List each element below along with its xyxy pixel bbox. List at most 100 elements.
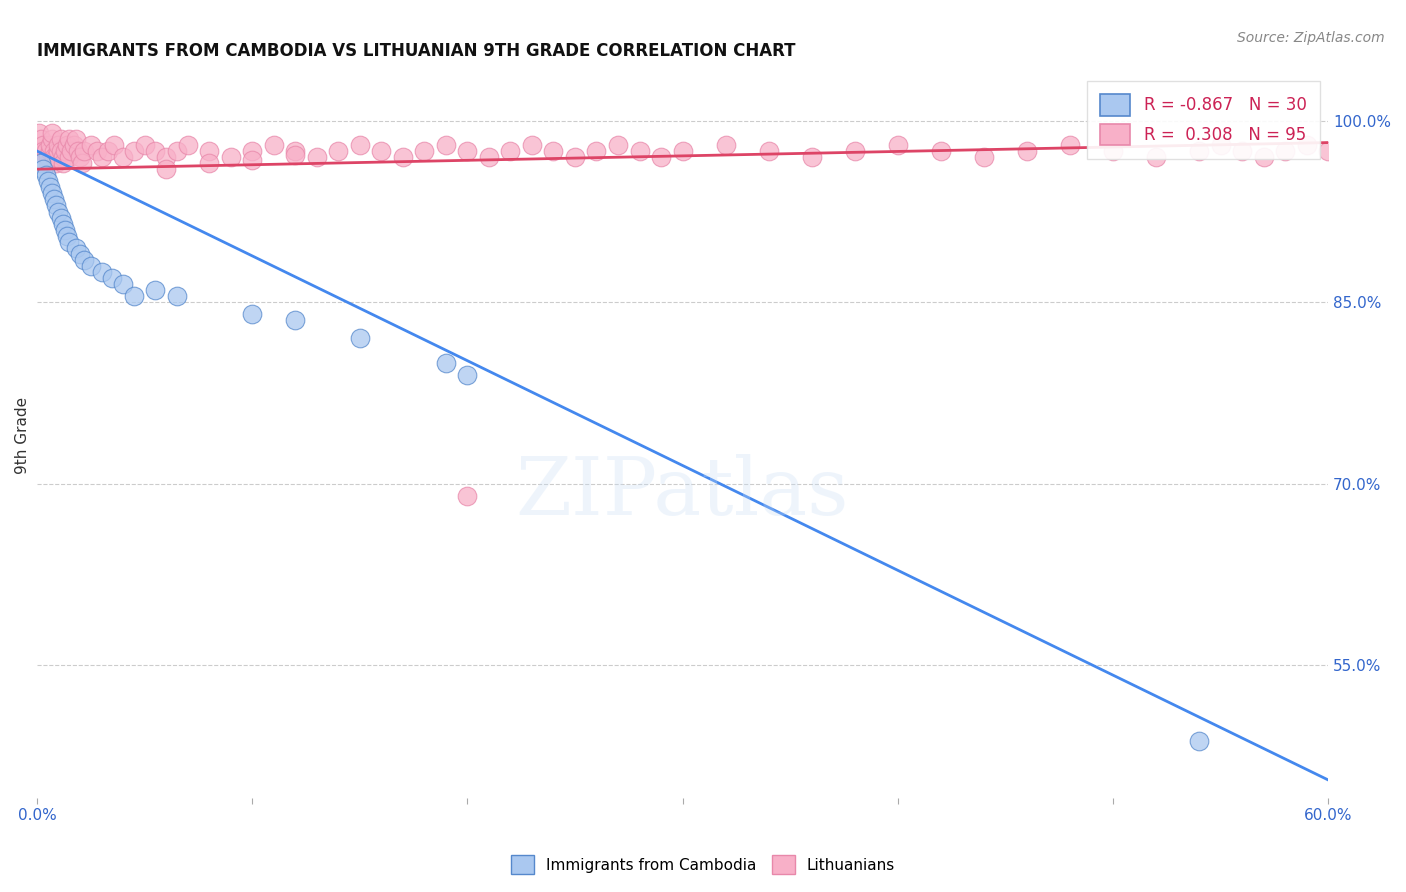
Point	[97, 144, 120, 158]
Point	[44, 150, 66, 164]
Point	[650, 150, 672, 164]
Point	[607, 138, 630, 153]
Point	[28, 126, 51, 140]
Point	[48, 204, 70, 219]
Point	[973, 150, 995, 164]
Point	[38, 138, 60, 153]
Point	[1295, 138, 1317, 153]
Point	[103, 138, 125, 153]
Point	[45, 198, 67, 212]
Point	[111, 150, 134, 164]
Point	[1144, 150, 1167, 164]
Point	[198, 156, 221, 170]
Point	[1339, 150, 1361, 164]
Point	[844, 144, 866, 158]
Point	[434, 138, 457, 153]
Point	[1230, 144, 1253, 158]
Point	[30, 156, 52, 170]
Point	[58, 132, 80, 146]
Point	[1253, 150, 1275, 164]
Point	[758, 144, 780, 158]
Point	[41, 132, 63, 146]
Point	[134, 138, 156, 153]
Point	[122, 144, 145, 158]
Point	[284, 144, 307, 158]
Point	[80, 138, 103, 153]
Point	[56, 228, 79, 243]
Point	[1317, 144, 1340, 158]
Point	[73, 252, 96, 267]
Point	[38, 144, 60, 158]
Point	[1382, 138, 1405, 153]
Point	[887, 138, 910, 153]
Point	[69, 150, 91, 164]
Point	[456, 368, 478, 382]
Point	[166, 289, 188, 303]
Point	[34, 144, 56, 158]
Point	[143, 144, 166, 158]
Point	[52, 156, 75, 170]
Point	[111, 277, 134, 291]
Text: ZIPatlas: ZIPatlas	[516, 454, 849, 533]
Point	[41, 186, 63, 201]
Point	[198, 144, 221, 158]
Point	[370, 144, 392, 158]
Point	[671, 144, 693, 158]
Point	[176, 138, 198, 153]
Point	[456, 489, 478, 503]
Point	[714, 138, 737, 153]
Point	[240, 153, 263, 167]
Y-axis label: 9th Grade: 9th Grade	[15, 397, 30, 474]
Point	[49, 144, 72, 158]
Point	[32, 162, 55, 177]
Point	[1059, 138, 1081, 153]
Point	[219, 150, 242, 164]
Point	[37, 156, 59, 170]
Point	[38, 180, 60, 194]
Point	[60, 144, 83, 158]
Point	[585, 144, 607, 158]
Point	[305, 150, 328, 164]
Point	[80, 259, 103, 273]
Point	[45, 150, 67, 164]
Point	[52, 150, 75, 164]
Point	[90, 150, 112, 164]
Point	[284, 313, 307, 327]
Point	[58, 235, 80, 249]
Point	[1188, 144, 1211, 158]
Point	[240, 307, 263, 321]
Point	[1209, 138, 1232, 153]
Point	[34, 150, 56, 164]
Point	[143, 283, 166, 297]
Point	[34, 168, 56, 182]
Point	[284, 147, 307, 161]
Point	[52, 217, 75, 231]
Point	[520, 138, 543, 153]
Point	[69, 247, 91, 261]
Point	[456, 144, 478, 158]
Point	[65, 241, 87, 255]
Point	[434, 356, 457, 370]
Point	[263, 138, 285, 153]
Point	[391, 150, 413, 164]
Point	[56, 138, 79, 153]
Point	[53, 222, 76, 236]
Point	[1015, 144, 1038, 158]
Text: Source: ZipAtlas.com: Source: ZipAtlas.com	[1237, 31, 1385, 45]
Point	[66, 144, 89, 158]
Point	[240, 144, 263, 158]
Point	[499, 144, 522, 158]
Point	[45, 156, 67, 170]
Point	[478, 150, 501, 164]
Point	[70, 156, 93, 170]
Point	[166, 144, 188, 158]
Point	[32, 144, 55, 158]
Point	[122, 289, 145, 303]
Point	[49, 211, 72, 225]
Point	[58, 150, 80, 164]
Point	[44, 144, 66, 158]
Point	[32, 138, 55, 153]
Point	[628, 144, 651, 158]
Point	[1188, 734, 1211, 748]
Point	[349, 138, 371, 153]
